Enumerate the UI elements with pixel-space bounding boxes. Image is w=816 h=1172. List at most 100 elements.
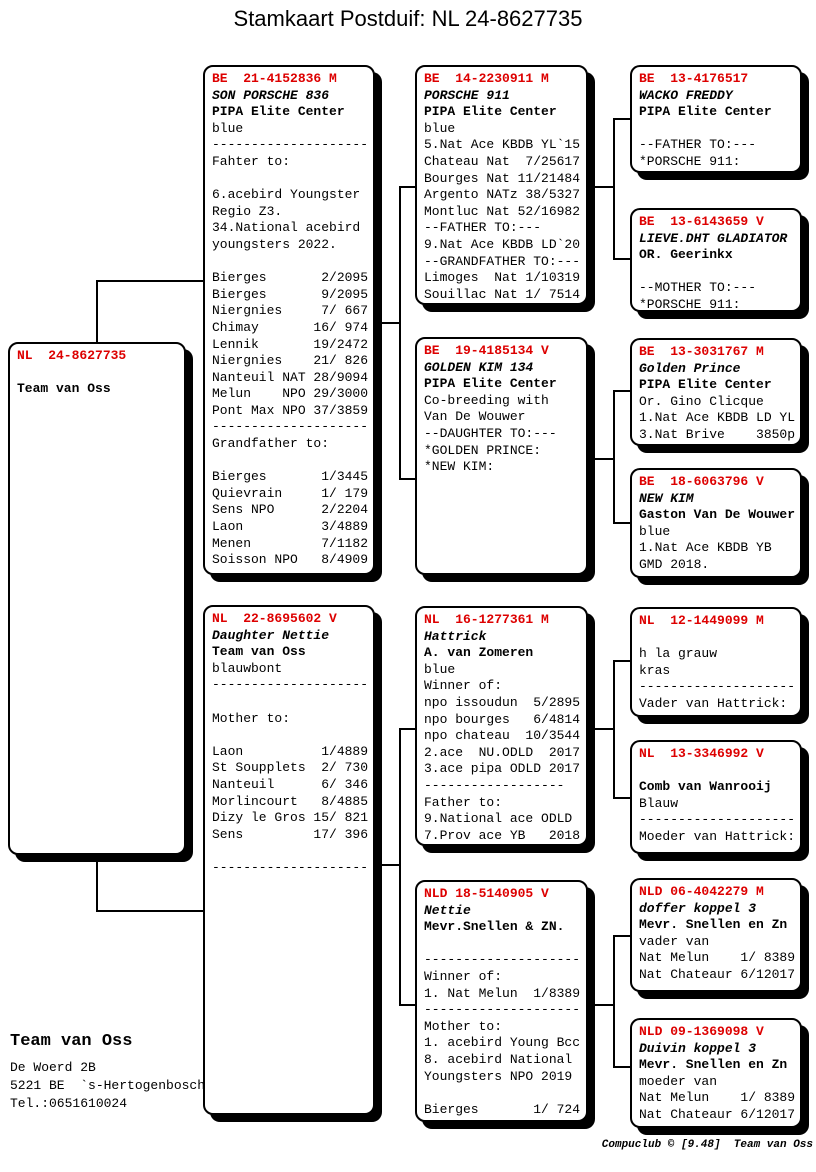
pedigree-line: doffer koppel 3 — [639, 900, 757, 916]
ring-number: BE 19-4185134 V — [424, 343, 549, 358]
pedigree-line: -------------------- — [212, 677, 369, 693]
pedigree-line: Father to: — [424, 794, 503, 810]
pedigree-line: *GOLDEN PRINCE: — [424, 442, 542, 458]
pedigree-line: Bierges 9/2095 — [212, 286, 369, 302]
ring-number: NLD 18-5140905 V — [424, 886, 549, 901]
connector-line — [96, 910, 203, 912]
pedigree-line: Mevr. Snellen en Zn — [639, 1057, 788, 1073]
pedigree-line: blue — [424, 661, 456, 677]
pedigree-line: Menen 7/1182 — [212, 535, 369, 551]
ring-number: NL 22-8695602 V — [212, 611, 337, 626]
owner-name: Team van Oss — [10, 1032, 133, 1051]
pedigree-line: *PORSCHE 911: — [639, 296, 741, 312]
connector-line — [613, 118, 630, 120]
pedigree-line: -------------------- — [424, 1002, 581, 1018]
pedigree-line: 8. acebird National — [424, 1051, 573, 1067]
box-dam-dam: NLD 18-5140905 V Nettie Mevr.Snellen & ZN.… — [415, 880, 588, 1122]
connector-line — [399, 478, 415, 480]
box-dam: NL 22-8695602 V Daughter Nettie Team van O… — [203, 605, 375, 1115]
box-sss: BE 13-4176517 WACKO FREDDY PIPA Elite Cent… — [630, 65, 802, 173]
pedigree-line: PIPA Elite Center — [212, 104, 345, 120]
pedigree-line: PORSCHE 911 — [424, 87, 510, 103]
connector-line — [375, 322, 401, 324]
pedigree-line: Montluc Nat 52/16982 — [424, 203, 581, 219]
pedigree-line: GOLDEN KIM 134 — [424, 359, 534, 375]
connector-line — [613, 935, 630, 937]
pedigree-line: Dizy le Gros 15/ 821 — [212, 810, 369, 826]
pedigree-line — [212, 694, 371, 711]
connector-line — [399, 186, 415, 188]
pedigree-line: 2.ace NU.ODLD 2017 — [424, 744, 581, 760]
pedigree-line: WACKO FREDDY — [639, 87, 733, 103]
pedigree-line: Bourges Nat 11/21484 — [424, 170, 581, 186]
pedigree-line: Youngsters NPO 2019 — [424, 1068, 573, 1084]
pedigree-line: Mother to: — [424, 1018, 503, 1034]
pedigree-line: blauwbont — [212, 660, 283, 676]
pedigree-line: youngsters 2022. — [212, 236, 337, 252]
connector-line — [375, 864, 401, 866]
pedigree-line: -------------------- — [639, 679, 796, 695]
connector-line — [613, 797, 630, 799]
connector-line — [613, 660, 615, 799]
box-ssd: BE 13-6143659 V LIEVE.DHT GLADIATOR OR. Ge… — [630, 208, 802, 312]
pedigree-line: Pont Max NPO 37/3859 — [212, 402, 369, 418]
pedigree-line: Nanteuil NAT 28/9094 — [212, 369, 369, 385]
pedigree-line: -------------------- — [212, 859, 369, 875]
pedigree-line: Team van Oss — [212, 644, 306, 660]
owner-phone: Tel.:0651610024 — [10, 1096, 128, 1111]
connector-line — [588, 728, 615, 730]
box-dam-sire: NL 16-1277361 M Hattrick A. van Zomeren blu… — [415, 606, 588, 846]
pedigree-line — [17, 365, 182, 382]
pedigree-line: Soisson NPO 8/4909 — [212, 552, 369, 568]
box-sdd: BE 18-6063796 V NEW KIM Gaston Van De Wouw… — [630, 468, 802, 578]
pedigree-line: Limoges Nat 1/10319 — [424, 270, 581, 286]
pedigree-line: Sens NPO 2/2204 — [212, 502, 369, 518]
ring-number: NL 12-1449099 M — [639, 613, 764, 628]
pedigree-line: --DAUGHTER TO:--- — [424, 425, 557, 441]
connector-line — [613, 1066, 630, 1068]
pedigree-line: 9.Nat Ace KBDB LD`20 — [424, 236, 581, 252]
pedigree-line: Mevr.Snellen & ZN. — [424, 919, 565, 935]
pedigree-line: A. van Zomeren — [424, 645, 534, 661]
pedigree-line: 6.acebird Youngster — [212, 187, 361, 203]
box-dss: NL 12-1449099 M h la grauw kras ----------… — [630, 607, 802, 717]
ring-number: NL 16-1277361 M — [424, 612, 549, 627]
ring-number: BE 14-2230911 M — [424, 71, 549, 86]
pedigree-line: Chateau Nat 7/25617 — [424, 153, 581, 169]
pedigree-line: Nat Melun 1/ 8389 — [639, 950, 796, 966]
pedigree-line: 5.Nat Ace KBDB YL`15 — [424, 137, 581, 153]
ring-number: BE 13-4176517 — [639, 71, 749, 86]
pedigree-line: Grandfather to: — [212, 436, 330, 452]
pedigree-line: 3.ace pipa ODLD 2017 — [424, 761, 581, 777]
pedigree-line: npo bourges 6/4814 — [424, 711, 581, 727]
ring-number: NL 24-8627735 — [17, 348, 127, 363]
pedigree-line: -------------------- — [212, 419, 369, 435]
pedigree-line — [639, 121, 798, 138]
pedigree-line: -------------------- — [424, 952, 581, 968]
pedigree-line: ------------------ — [424, 777, 565, 793]
pedigree-line: -------------------- — [639, 812, 796, 828]
pedigree-line: GMD 2018. — [639, 556, 710, 572]
ring-number: BE 13-6143659 V — [639, 214, 764, 229]
pedigree-line: PIPA Elite Center — [424, 376, 557, 392]
pedigree-line: Quievrain 1/ 179 — [212, 485, 369, 501]
pedigree-line: *PORSCHE 911: — [639, 153, 741, 169]
pedigree-line: PIPA Elite Center — [639, 104, 772, 120]
pedigree-line: PIPA Elite Center — [639, 377, 772, 393]
pedigree-line: Nettie — [424, 902, 471, 918]
pedigree-line: St Soupplets 2/ 730 — [212, 760, 369, 776]
box-sds: BE 13-3031767 M Golden Prince PIPA Elite C… — [630, 338, 802, 446]
pedigree-line: --FATHER TO:--- — [639, 137, 757, 153]
connector-line — [399, 186, 401, 480]
pedigree-line: OR. Geerinkx — [639, 247, 733, 263]
pedigree-line: Mother to: — [212, 710, 291, 726]
connector-line — [96, 280, 98, 344]
pedigree-line: 9.National ace ODLD — [424, 811, 573, 827]
pedigree-line: Bierges 2/2095 — [212, 270, 369, 286]
ring-number: NLD 06-4042279 M — [639, 884, 764, 899]
pedigree-line: 34.National acebird — [212, 220, 361, 236]
pedigree-line: Winner of: — [424, 678, 503, 694]
pedigree-line: Or. Gino Clicque — [639, 393, 764, 409]
